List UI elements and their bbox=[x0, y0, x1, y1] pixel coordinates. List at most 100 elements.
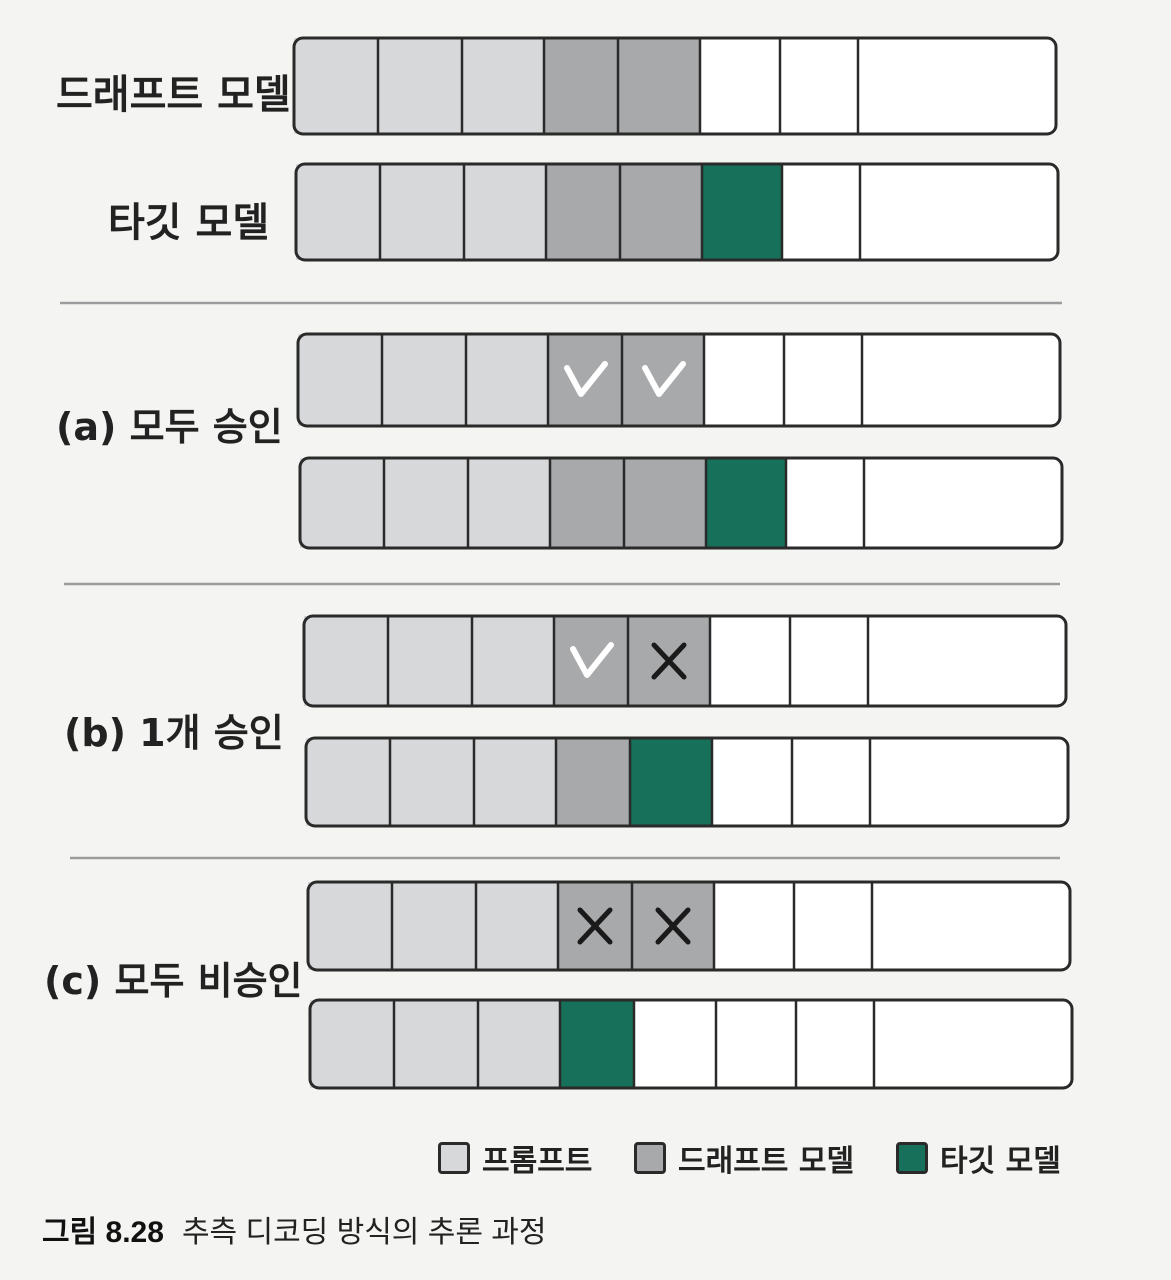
cell-empty bbox=[704, 334, 784, 426]
cell-prompt bbox=[466, 334, 548, 426]
cell-prompt bbox=[392, 882, 476, 970]
bar-outline bbox=[294, 162, 1060, 262]
cell-prompt bbox=[308, 882, 392, 970]
cell-empty bbox=[796, 1000, 874, 1088]
legend-target-swatch bbox=[896, 1142, 928, 1174]
case-c-label: (c) 모두 비승인 bbox=[44, 959, 303, 1003]
case-b-target-bar bbox=[304, 736, 1070, 828]
cell-draft bbox=[548, 334, 622, 426]
legend-draft: 드래프트 모델 bbox=[634, 1136, 854, 1180]
cell-prompt bbox=[474, 738, 556, 826]
cell-empty bbox=[868, 616, 1066, 706]
cell-draft bbox=[624, 458, 706, 548]
speculative-decoding-diagram bbox=[60, 36, 1074, 1090]
cell-draft bbox=[556, 738, 630, 826]
bar-outline bbox=[302, 614, 1068, 708]
cell-target bbox=[560, 1000, 634, 1088]
draft-model-label: 드래프트 모델 bbox=[56, 72, 291, 118]
cell-prompt bbox=[388, 616, 472, 706]
legend-prompt: 프롬프트 bbox=[438, 1136, 592, 1180]
cell-empty bbox=[786, 458, 864, 548]
case-a-label: (a) 모두 승인 bbox=[56, 405, 283, 449]
figure-caption-text: 추측 디코딩 방식의 추론 과정 bbox=[181, 1216, 547, 1249]
cell-prompt bbox=[310, 1000, 394, 1088]
cell-empty bbox=[634, 1000, 716, 1088]
case-a-target-bar bbox=[298, 456, 1064, 550]
cell-empty bbox=[858, 38, 1056, 134]
cell-prompt bbox=[298, 334, 382, 426]
cell-prompt bbox=[380, 164, 464, 260]
cell-empty bbox=[794, 882, 872, 970]
cell-prompt bbox=[378, 38, 462, 134]
cell-empty bbox=[860, 164, 1058, 260]
cell-draft bbox=[554, 616, 628, 706]
cell-empty bbox=[716, 1000, 796, 1088]
cell-empty bbox=[872, 882, 1070, 970]
cell-draft bbox=[622, 334, 704, 426]
case-b-draft-bar bbox=[302, 614, 1068, 708]
cell-empty bbox=[874, 1000, 1072, 1088]
bar-outline bbox=[296, 332, 1062, 428]
cell-empty bbox=[782, 164, 860, 260]
bar-outline bbox=[304, 736, 1070, 828]
cell-prompt bbox=[384, 458, 468, 548]
bar-outline bbox=[298, 456, 1064, 550]
cell-prompt bbox=[306, 738, 390, 826]
legend-draft-label: 드래프트 모델 bbox=[678, 1144, 855, 1179]
x-icon bbox=[651, 642, 687, 680]
cell-prompt bbox=[468, 458, 550, 548]
cell-prompt bbox=[478, 1000, 560, 1088]
cell-draft bbox=[546, 164, 620, 260]
figure-number: 그림 8.28 bbox=[42, 1216, 164, 1249]
draft-model-bar bbox=[292, 36, 1058, 136]
cell-prompt bbox=[476, 882, 558, 970]
bar-outline bbox=[308, 998, 1074, 1090]
case-c-draft-bar bbox=[306, 880, 1072, 972]
case-b-label: (b) 1개 승인 bbox=[64, 711, 284, 755]
target-model-bar bbox=[294, 162, 1060, 262]
target-model-label: 타깃 모델 bbox=[108, 200, 270, 246]
cell-draft bbox=[620, 164, 702, 260]
cell-empty bbox=[710, 616, 790, 706]
cell-empty bbox=[784, 334, 862, 426]
cell-empty bbox=[862, 334, 1060, 426]
legend-target: 타깃 모델 bbox=[896, 1136, 1061, 1180]
cell-empty bbox=[700, 38, 780, 134]
cell-empty bbox=[712, 738, 792, 826]
cell-prompt bbox=[394, 1000, 478, 1088]
cell-prompt bbox=[382, 334, 466, 426]
cell-empty bbox=[790, 616, 868, 706]
legend-prompt-label: 프롬프트 bbox=[482, 1144, 593, 1179]
x-icon bbox=[655, 907, 691, 945]
bar-outline bbox=[306, 880, 1072, 972]
cell-empty bbox=[780, 38, 858, 134]
cell-prompt bbox=[390, 738, 474, 826]
cell-empty bbox=[870, 738, 1068, 826]
cell-prompt bbox=[294, 38, 378, 134]
cell-prompt bbox=[304, 616, 388, 706]
cell-empty bbox=[864, 458, 1062, 548]
legend-prompt-swatch bbox=[438, 1142, 470, 1174]
bar-outline bbox=[292, 36, 1058, 136]
cell-draft bbox=[544, 38, 618, 134]
check-icon bbox=[570, 642, 614, 678]
legend-draft-swatch bbox=[634, 1142, 666, 1174]
legend-target-label: 타깃 모델 bbox=[940, 1144, 1061, 1179]
check-icon bbox=[642, 361, 686, 397]
cell-empty bbox=[792, 738, 870, 826]
cell-prompt bbox=[462, 38, 544, 134]
cell-prompt bbox=[464, 164, 546, 260]
cell-empty bbox=[714, 882, 794, 970]
x-icon bbox=[577, 907, 613, 945]
cell-prompt bbox=[296, 164, 380, 260]
cell-target bbox=[702, 164, 782, 260]
cell-target bbox=[630, 738, 712, 826]
cell-prompt bbox=[472, 616, 554, 706]
cell-target bbox=[706, 458, 786, 548]
case-c-target-bar bbox=[308, 998, 1074, 1090]
check-icon bbox=[564, 361, 608, 397]
case-a-draft-bar bbox=[296, 332, 1062, 428]
cell-draft bbox=[550, 458, 624, 548]
figure-caption: 그림 8.28 추측 디코딩 방식의 추론 과정 bbox=[42, 1207, 546, 1251]
cell-draft bbox=[618, 38, 700, 134]
